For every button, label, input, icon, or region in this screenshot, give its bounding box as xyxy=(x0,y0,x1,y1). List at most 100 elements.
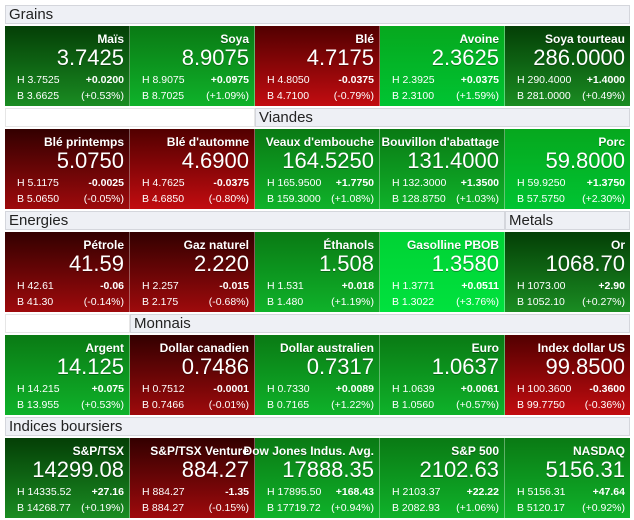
quote-high: H 4.8050 xyxy=(267,74,310,86)
quote-tile-gaz-naturel[interactable]: Gaz naturel 2.220 H 2.257 B 2.175 -0.015 (-0.… xyxy=(130,232,255,312)
quote-change: +1.7750 xyxy=(335,177,374,189)
quote-high: H 59.9250 xyxy=(517,177,566,189)
quote-low: B 0.7165 xyxy=(267,399,310,411)
quote-high: H 5156.31 xyxy=(517,486,566,498)
section-title-metals: Metals xyxy=(505,211,630,230)
quote-name: Index dollar US xyxy=(537,341,625,355)
quote-tile-s-p-tsx-venture[interactable]: S&P/TSX Venture 884.27 H 884.27 B 884.27 -1.… xyxy=(130,438,255,518)
quote-change: -0.0001 xyxy=(213,383,249,395)
quote-low: B 57.5750 xyxy=(517,193,565,205)
quote-change: -0.0375 xyxy=(213,177,249,189)
quote-low: B 159.3000 xyxy=(267,193,321,205)
quote-change-percent: (+0.92%) xyxy=(582,502,625,514)
quote-tile-s-p-tsx[interactable]: S&P/TSX 14299.08 H 14335.52 B 14268.77 +27.1… xyxy=(5,438,130,518)
quote-price: 41.59 xyxy=(68,251,124,276)
quote-name: Blé printemps xyxy=(43,135,124,149)
quote-tile-s-p-500[interactable]: S&P 500 2102.63 H 2103.37 B 2082.93 +22.22 (+… xyxy=(380,438,505,518)
quote-tile-soya[interactable]: Soya 8.9075 H 8.9075 B 8.7025 +0.0975 (+1.09%… xyxy=(130,26,255,106)
quote-change: +0.075 xyxy=(91,383,124,395)
quote-price: 131.4000 xyxy=(407,148,499,173)
quote-low: B 4.7100 xyxy=(267,90,310,102)
quote-change: -0.0025 xyxy=(88,177,124,189)
quote-change-percent: (+2.30%) xyxy=(582,193,625,205)
quote-tile-nasdaq[interactable]: NASDAQ 5156.31 H 5156.31 B 5120.17 +47.64 (+0… xyxy=(505,438,630,518)
quote-name: Soya xyxy=(220,32,249,46)
quote-price: 884.27 xyxy=(181,457,249,482)
quote-high: H 1.531 xyxy=(267,280,304,292)
quote-name: Bouvillon d'abattage xyxy=(381,135,499,149)
quote-price: 0.7317 xyxy=(306,354,374,379)
quote-price: 4.6900 xyxy=(181,148,249,173)
quote-tile-ble-printemps[interactable]: Blé printemps 5.0750 H 5.1175 B 5.0650 -0.00… xyxy=(5,129,130,209)
quote-change: -1.35 xyxy=(225,486,249,498)
quote-name: Argent xyxy=(85,341,124,355)
quote-change: -0.0375 xyxy=(338,74,374,86)
quote-tile-gasolline-pbob[interactable]: Gasolline PBOB 1.3580 H 1.3771 B 1.3022 +0.0… xyxy=(380,232,505,312)
quote-price: 99.8500 xyxy=(545,354,625,379)
quote-low: B 281.0000 xyxy=(517,90,571,102)
quote-change: +0.0975 xyxy=(210,74,249,86)
quote-price: 4.7175 xyxy=(306,45,374,70)
quote-tile-veaux-d-embouche[interactable]: Veaux d'embouche 164.5250 H 165.9500 B 159.… xyxy=(255,129,380,209)
quote-high: H 14.215 xyxy=(17,383,60,395)
quote-low: B 8.7025 xyxy=(142,90,185,102)
quote-low: B 99.7750 xyxy=(517,399,565,411)
quote-change-percent: (+0.19%) xyxy=(81,502,124,514)
quote-low: B 4.6850 xyxy=(142,193,185,205)
quote-tile-euro[interactable]: Euro 1.0637 H 1.0639 B 1.0560 +0.0061 (+0.57%… xyxy=(380,335,505,415)
quote-low: B 5.0650 xyxy=(17,193,60,205)
quote-low: B 128.8750 xyxy=(392,193,446,205)
quote-tile-dow-jones-indus-avg[interactable]: Dow Jones Indus. Avg. 17888.35 H 17895.50 B… xyxy=(244,438,380,518)
section-title-energies: Energies xyxy=(5,211,505,230)
quote-change-percent: (+0.57%) xyxy=(456,399,499,411)
quote-change-percent: (+0.94%) xyxy=(331,502,374,514)
quote-change: +0.018 xyxy=(341,280,374,292)
quote-tile-dollar-canadien[interactable]: Dollar canadien 0.7486 H 0.7512 B 0.7466 -0.… xyxy=(130,335,255,415)
quote-low: B 2.3100 xyxy=(392,90,435,102)
quote-price: 2.3625 xyxy=(431,45,499,70)
quote-change-percent: (+1.59%) xyxy=(456,90,499,102)
quote-tile-argent[interactable]: Argent 14.125 H 14.215 B 13.955 +0.075 (+0.53… xyxy=(5,335,130,415)
quote-low: B 5120.17 xyxy=(517,502,565,514)
section-header-row: Viandes xyxy=(5,108,630,127)
quote-name: Avoine xyxy=(459,32,499,46)
quote-name: Porc xyxy=(598,135,625,149)
quote-price: 286.0000 xyxy=(533,45,625,70)
quote-low: B 3.6625 xyxy=(17,90,60,102)
quote-name: S&P/TSX xyxy=(72,444,124,458)
tile-row: S&P/TSX 14299.08 H 14335.52 B 14268.77 +27.1… xyxy=(5,438,630,518)
quote-name: Gasolline PBOB xyxy=(406,238,499,252)
quote-tile-or[interactable]: Or 1068.70 H 1073.00 B 1052.10 +2.90 (+0.27%) xyxy=(505,232,630,312)
quote-tile-ethanols[interactable]: Éthanols 1.508 H 1.531 B 1.480 +0.018 (+1.19%… xyxy=(255,232,380,312)
quote-price: 2102.63 xyxy=(419,457,499,482)
quote-tile-avoine[interactable]: Avoine 2.3625 H 2.3925 B 2.3100 +0.0375 (+1.5… xyxy=(380,26,505,106)
quote-low: B 0.7466 xyxy=(142,399,185,411)
quote-change: +1.3500 xyxy=(460,177,499,189)
quote-tile-ble[interactable]: Blé 4.7175 H 4.8050 B 4.7100 -0.0375 (-0.79%) xyxy=(255,26,380,106)
quote-name: S&P/TSX Venture xyxy=(150,444,249,458)
quote-tile-porc[interactable]: Porc 59.8000 H 59.9250 B 57.5750 +1.3750 (+2.… xyxy=(505,129,630,209)
quote-tile-petrole[interactable]: Pétrole 41.59 H 42.61 B 41.30 -0.06 (-0.14%) xyxy=(5,232,130,312)
quote-change-percent: (+0.53%) xyxy=(81,399,124,411)
quote-tile-index-dollar-us[interactable]: Index dollar US 99.8500 H 100.3600 B 99.775… xyxy=(505,335,630,415)
quote-high: H 5.1175 xyxy=(17,177,59,189)
quote-name: Maïs xyxy=(97,32,124,46)
quote-change: +1.3750 xyxy=(586,177,625,189)
quote-change-percent: (+1.09%) xyxy=(206,90,249,102)
quote-change: +168.43 xyxy=(335,486,374,498)
quote-high: H 4.7625 xyxy=(142,177,185,189)
quote-tile-bouvillon-d-abattage[interactable]: Bouvillon d'abattage 131.4000 H 132.3000 B … xyxy=(380,129,505,209)
quote-change-percent: (-0.36%) xyxy=(584,399,625,411)
quote-tile-ble-d-automne[interactable]: Blé d'automne 4.6900 H 4.7625 B 4.6850 -0.03… xyxy=(130,129,255,209)
quote-tile-dollar-australien[interactable]: Dollar australien 0.7317 H 0.7330 B 0.7165 +… xyxy=(255,335,380,415)
quote-tile-soya-tourteau[interactable]: Soya tourteau 286.0000 H 290.4000 B 281.000… xyxy=(505,26,630,106)
quote-low: B 17719.72 xyxy=(267,502,321,514)
quote-high: H 2.3925 xyxy=(392,74,435,86)
quote-change-percent: (-0.15%) xyxy=(208,502,249,514)
quote-change: +27.16 xyxy=(91,486,124,498)
quote-high: H 165.9500 xyxy=(267,177,322,189)
quote-price: 59.8000 xyxy=(545,148,625,173)
section-spacer xyxy=(5,108,255,127)
quote-tile-mais[interactable]: Maïs 3.7425 H 3.7525 B 3.6625 +0.0200 (+0.53%… xyxy=(5,26,130,106)
quote-low: B 14268.77 xyxy=(17,502,71,514)
